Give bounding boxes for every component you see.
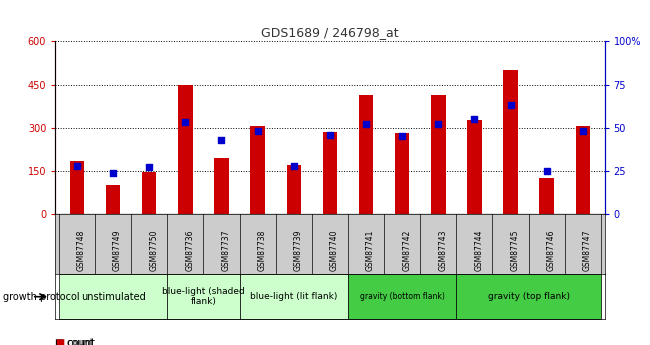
Bar: [106, 185, 120, 214]
Text: GSM87747: GSM87747: [583, 230, 592, 271]
Point: [144, 165, 155, 170]
Bar: [322, 132, 337, 214]
Text: GSM87748: GSM87748: [77, 230, 86, 271]
Bar: [287, 165, 301, 214]
Bar: [240, 274, 348, 319]
Bar: [503, 70, 518, 214]
Point: [433, 121, 443, 127]
Bar: [467, 120, 482, 214]
Text: unstimulated: unstimulated: [81, 292, 146, 302]
Point: [289, 163, 299, 168]
Point: [180, 120, 190, 125]
Point: [541, 168, 552, 174]
Bar: [250, 126, 265, 214]
Bar: [348, 274, 456, 319]
Text: ■: ■: [55, 338, 64, 345]
Point: [469, 116, 480, 122]
Text: GSM87741: GSM87741: [366, 230, 375, 271]
Title: GDS1689 / 246798_at: GDS1689 / 246798_at: [261, 26, 398, 39]
Text: GSM87742: GSM87742: [402, 230, 411, 271]
Point: [505, 102, 515, 108]
Point: [72, 163, 82, 168]
Text: GSM87743: GSM87743: [438, 230, 447, 271]
Bar: [178, 85, 192, 214]
Text: GSM87750: GSM87750: [150, 230, 158, 271]
Text: blue-light (shaded
flank): blue-light (shaded flank): [162, 287, 245, 306]
Text: growth protocol: growth protocol: [3, 292, 80, 302]
Text: GSM87738: GSM87738: [257, 230, 266, 271]
Text: GSM87744: GSM87744: [474, 230, 484, 271]
Text: GSM87746: GSM87746: [547, 230, 556, 271]
Text: count: count: [67, 338, 95, 345]
Text: gravity (top flank): gravity (top flank): [488, 292, 569, 301]
Text: GSM87740: GSM87740: [330, 230, 339, 271]
Point: [397, 134, 408, 139]
Point: [108, 170, 118, 175]
Bar: [431, 95, 445, 214]
Point: [216, 137, 227, 142]
Point: [252, 128, 263, 134]
Bar: [214, 158, 229, 214]
Text: ■ count: ■ count: [55, 338, 96, 345]
Bar: [70, 161, 84, 214]
Text: gravity (bottom flank): gravity (bottom flank): [359, 292, 445, 301]
Bar: [576, 126, 590, 214]
Point: [578, 128, 588, 134]
Point: [324, 132, 335, 137]
Text: GSM87749: GSM87749: [113, 230, 122, 271]
Bar: [456, 274, 601, 319]
Text: blue-light (lit flank): blue-light (lit flank): [250, 292, 337, 301]
Bar: [359, 95, 373, 214]
Text: GSM87745: GSM87745: [510, 230, 519, 271]
Bar: [167, 274, 240, 319]
Text: GSM87737: GSM87737: [222, 230, 231, 271]
Point: [361, 121, 371, 127]
Bar: [540, 178, 554, 214]
Text: GSM87739: GSM87739: [294, 230, 303, 271]
Bar: [59, 274, 167, 319]
Bar: [395, 134, 410, 214]
Text: GSM87736: GSM87736: [185, 230, 194, 271]
Bar: [142, 172, 157, 214]
